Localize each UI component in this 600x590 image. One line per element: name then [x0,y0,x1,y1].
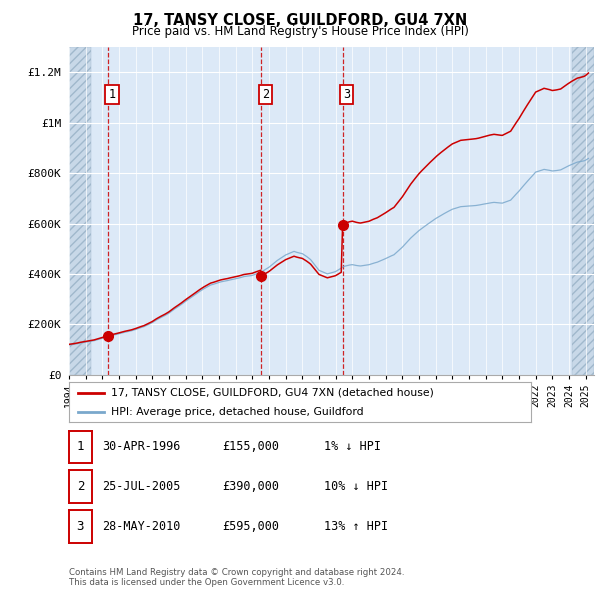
Bar [572,47,594,375]
Bar [69,47,91,375]
Text: 25-JUL-2005: 25-JUL-2005 [102,480,181,493]
Text: HPI: Average price, detached house, Guildford: HPI: Average price, detached house, Guil… [110,407,363,417]
Text: 2: 2 [262,88,269,101]
Text: 1: 1 [109,88,116,101]
Text: 2: 2 [77,480,84,493]
Text: 17, TANSY CLOSE, GUILDFORD, GU4 7XN: 17, TANSY CLOSE, GUILDFORD, GU4 7XN [133,13,467,28]
Text: Price paid vs. HM Land Registry's House Price Index (HPI): Price paid vs. HM Land Registry's House … [131,25,469,38]
Text: 10% ↓ HPI: 10% ↓ HPI [324,480,388,493]
Text: £595,000: £595,000 [222,520,279,533]
Text: 3: 3 [343,88,350,101]
Text: 17, TANSY CLOSE, GUILDFORD, GU4 7XN (detached house): 17, TANSY CLOSE, GUILDFORD, GU4 7XN (det… [110,388,433,398]
Text: 28-MAY-2010: 28-MAY-2010 [102,520,181,533]
Text: 13% ↑ HPI: 13% ↑ HPI [324,520,388,533]
Text: £390,000: £390,000 [222,480,279,493]
Text: 1: 1 [77,440,84,454]
Text: 30-APR-1996: 30-APR-1996 [102,440,181,454]
Text: 1% ↓ HPI: 1% ↓ HPI [324,440,381,454]
Text: £155,000: £155,000 [222,440,279,454]
Text: 3: 3 [77,520,84,533]
Text: Contains HM Land Registry data © Crown copyright and database right 2024.
This d: Contains HM Land Registry data © Crown c… [69,568,404,587]
